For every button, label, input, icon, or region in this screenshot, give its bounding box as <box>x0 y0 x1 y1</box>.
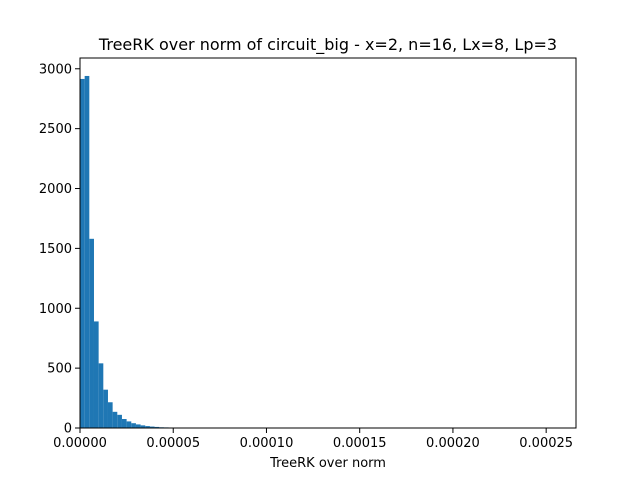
y-tick-label: 2500 <box>39 122 72 137</box>
x-axis-ticks: 0.00000 0.00005 0.00010 0.00015 0.00020 0.000… <box>53 428 573 451</box>
y-tick-label: 3000 <box>39 62 72 77</box>
y-tick-label: 1000 <box>39 302 72 317</box>
x-tick-label: 0.00010 <box>240 436 294 451</box>
x-tick-label: 0.00020 <box>426 436 480 451</box>
x-tick-label: 0.00015 <box>333 436 387 451</box>
chart-title: TreeRK over norm of circuit_big - x=2, n… <box>98 35 557 55</box>
x-tick-label: 0.00025 <box>519 436 573 451</box>
histogram-bar <box>131 423 136 428</box>
x-tick-label: 0.00005 <box>146 436 200 451</box>
histogram-bar <box>80 79 85 428</box>
histogram-bar <box>99 363 104 428</box>
histogram-bar <box>89 239 94 428</box>
y-axis-ticks: 0 500 1000 1500 2000 2500 3000 <box>39 62 80 436</box>
y-tick-label: 500 <box>47 362 72 377</box>
histogram-bar <box>127 421 132 428</box>
histogram-bar <box>94 321 99 428</box>
histogram-bars <box>80 76 201 428</box>
histogram-bar <box>136 424 141 428</box>
x-axis-label: TreeRK over norm <box>269 456 386 471</box>
histogram-bar <box>113 412 118 428</box>
y-tick-label: 2000 <box>39 182 72 197</box>
y-tick-label: 1500 <box>39 242 72 257</box>
x-tick-label: 0.00000 <box>53 436 107 451</box>
histogram-bar <box>108 402 113 428</box>
histogram-bar <box>103 390 108 428</box>
histogram-bar <box>85 76 90 428</box>
histogram-bar <box>117 415 122 428</box>
histogram-bar <box>122 419 127 428</box>
plot-frame <box>80 58 576 428</box>
y-tick-label: 0 <box>64 422 72 437</box>
